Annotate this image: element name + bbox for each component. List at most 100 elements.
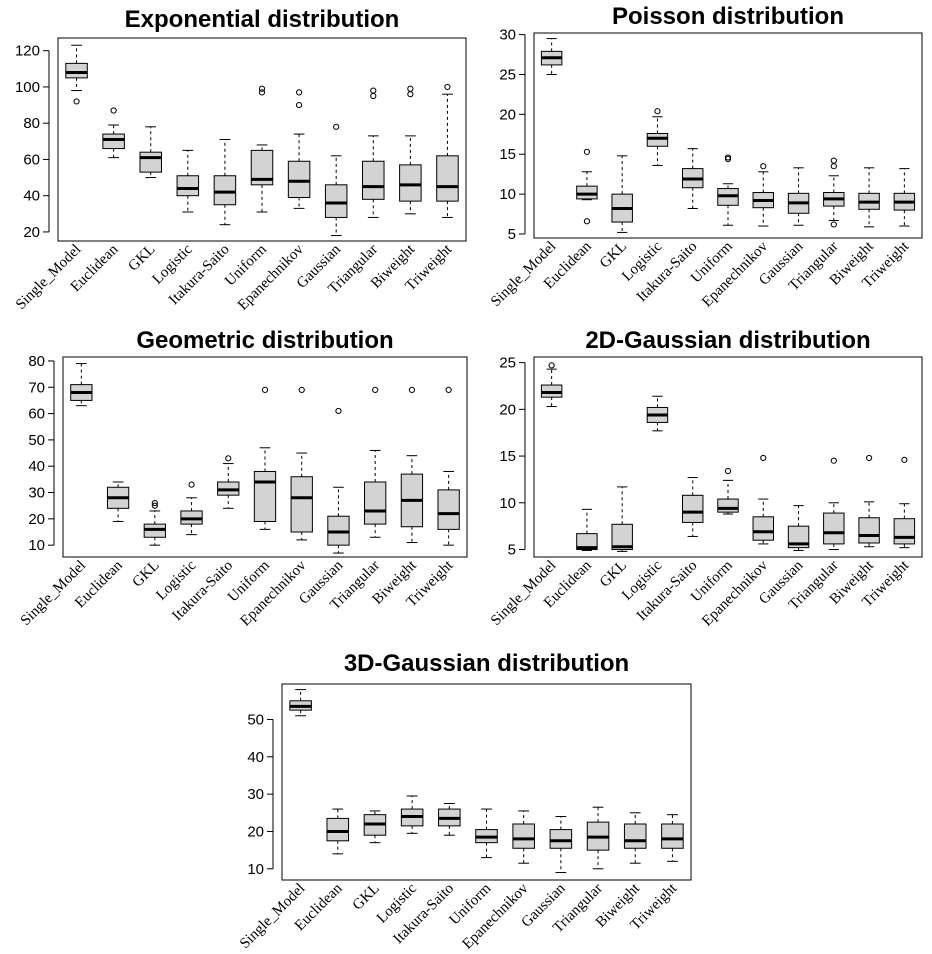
outlier-point [583,148,591,155]
chart-title: Exponential distribution [125,6,400,33]
y-tick-label: 20 [247,823,264,840]
outlier-point [258,89,266,96]
plot-frame [533,32,923,239]
y-tick-label: 30 [247,786,264,803]
iqr-box [661,823,684,849]
y-tick-label: 25 [499,66,516,83]
box-epanechnikov [752,454,775,545]
iqr-box [364,481,387,525]
chart-title: Geometric distribution [136,327,393,354]
plot-frame [533,356,923,558]
panel-geometric: Geometric distribution1020304050607080Si… [18,327,468,630]
box-itakura-saito [681,477,704,537]
outlier-point [548,362,555,369]
box-single-model [540,38,563,75]
iqr-box [787,525,810,549]
box-itakura-saito [438,802,461,836]
box-triangular [364,386,387,538]
box-single-model [65,44,88,105]
box-triangular [586,806,610,870]
box-triangular [362,87,385,218]
box-biweight [858,454,880,548]
box-uniform [717,154,739,226]
outlier-point [370,92,377,100]
box-logistic [180,481,203,536]
box-gaussian [324,123,348,237]
x-category-label: GKL [350,881,383,914]
y-tick-label: 20 [28,511,45,528]
outlier-point [261,386,269,393]
iqr-box [823,512,845,545]
y-tick-label: 30 [499,27,516,44]
iqr-box [681,494,704,523]
iqr-box [250,149,274,186]
panel-poisson: Poisson distribution51015202530Single_Mo… [488,3,923,311]
plot-frame [281,683,692,881]
box-triweight [436,83,459,218]
y-tick-label: 30 [28,485,45,502]
y-tick-label: 40 [23,188,40,205]
outlier-point [335,407,342,415]
outlier-point [760,454,767,462]
outlier-point [901,456,908,463]
iqr-box [436,155,459,202]
y-tick-label: 20 [23,224,40,241]
outlier-point [73,98,80,105]
chart-title: Poisson distribution [612,3,844,30]
outlier-point [258,85,266,92]
iqr-box [512,823,535,849]
box-gkl [611,486,633,552]
box-epanechnikov [287,89,311,209]
iqr-box [290,476,313,533]
box-triweight [437,386,460,546]
chart-title: 3D-Gaussian distribution [344,650,629,677]
box-logistic [176,149,200,213]
iqr-box [399,164,422,202]
iqr-box [623,823,647,849]
outlier-point [151,499,158,507]
iqr-box [611,523,633,551]
chart-title: 2D-Gaussian distribution [585,327,870,354]
iqr-box [717,498,739,513]
y-tick-label: 15 [499,448,516,465]
box-euclidean [576,148,598,225]
iqr-box [858,517,880,544]
iqr-box [893,518,916,545]
box-epanechnikov [512,810,535,864]
box-triangular [823,157,845,228]
outlier-point [298,386,305,393]
box-biweight [623,812,647,864]
plot-frame [62,356,468,558]
y-tick-label: 50 [247,711,264,728]
box-triweight [661,814,684,862]
box-single-model [289,689,312,717]
outlier-point [370,87,377,94]
box-gaussian [787,505,810,551]
outlier-point [583,218,591,225]
iqr-box [176,175,200,197]
box-triweight [893,168,916,227]
iqr-box [65,62,88,79]
box-single-model [70,363,93,407]
y-tick-label: 80 [28,353,45,370]
box-itakura-saito [213,139,237,226]
box-gkl [143,499,166,546]
outlier-point [407,85,414,92]
panel-2d-gaussian: 2D-Gaussian distribution510152025Single_… [488,327,923,630]
y-tick-label: 10 [499,186,516,203]
outlier-point [372,386,379,393]
plot-frame [57,37,467,242]
outlier-point [830,457,837,464]
y-tick-label: 40 [247,749,264,766]
x-category-label: GKL [130,558,163,591]
iqr-box [437,489,460,530]
box-gkl [139,126,162,179]
outlier-point [724,467,732,475]
outlier-point [760,163,767,170]
y-tick-label: 25 [499,355,516,372]
outlier-point [225,455,232,462]
iqr-box [287,160,311,198]
box-triangular [823,457,845,551]
box-gaussian [787,167,810,226]
